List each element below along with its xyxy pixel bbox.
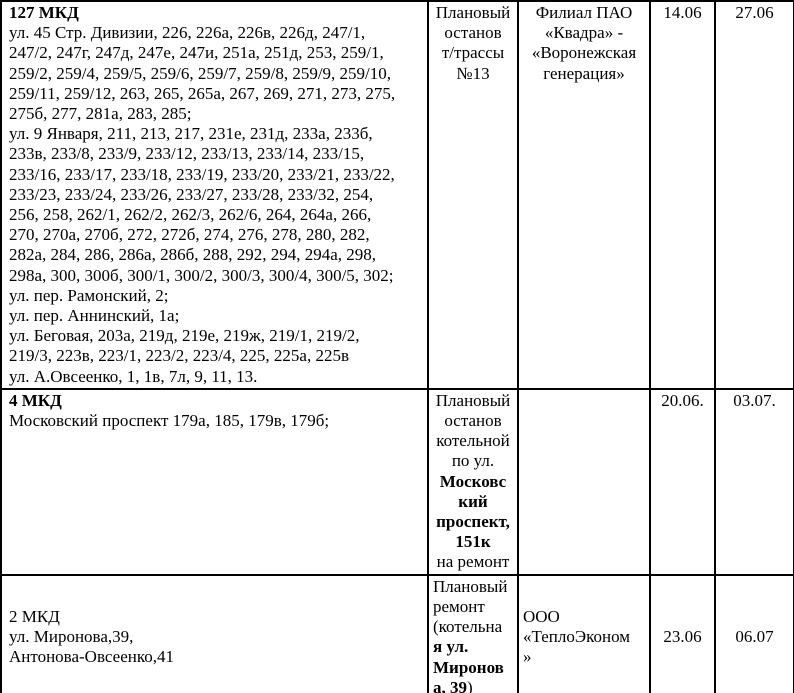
text-line: ул. 45 Стр. Дивизии, 226, 226а, 226в, 22… — [9, 23, 366, 43]
text-line: 233/23, 233/24, 233/26, 233/27, 233/28, … — [9, 184, 374, 204]
text-line: 4 МКД — [9, 390, 62, 410]
text-line: я ул. — [433, 637, 469, 657]
text-line: Московский проспект 179а, 185, 179в, 179… — [9, 411, 330, 431]
text-line: Филиал ПАО — [535, 3, 633, 22]
table-row-4-mkd: 4 МКД Московский проспект 179а, 185, 179в… — [0, 387, 794, 576]
text-line: ул. Беговая, 203а, 219д, 219е, 219ж, 219… — [9, 326, 360, 346]
text-line: 219/3, 223в, 223/1, 223/2, 223/4, 225, 2… — [9, 346, 349, 366]
text-line: 259/2, 259/4, 259/5, 259/6, 259/7, 259/8… — [9, 63, 392, 83]
text-line: ООО — [523, 606, 560, 626]
text-line: ул. Миронова,39, — [9, 627, 134, 647]
company-cell — [517, 387, 651, 576]
outage-type-cell: Плановый останов котельной по ул. Московс кий… — [427, 387, 519, 576]
text-line: » — [523, 647, 532, 667]
start-date-cell: 20.06. — [649, 387, 716, 576]
text-line: генерация» — [543, 63, 625, 83]
start-date-cell: 14.06 — [649, 0, 716, 390]
text-line: «Воронежская — [531, 43, 637, 63]
text-line: Плановый — [433, 576, 508, 596]
end-date-cell: 03.07. — [714, 387, 794, 576]
text-line: 151к — [455, 532, 491, 552]
addresses-cell: 4 МКД Московский проспект 179а, 185, 179в… — [0, 387, 429, 576]
text-line: ул. 9 Января, 211, 213, 217, 231е, 231д,… — [9, 124, 373, 144]
text-line: ул. А.Овсеенко, 1, 1в, 7л, 9, 11, 13. — [9, 366, 258, 386]
text-line: по ул. — [451, 451, 495, 471]
text-line: кий — [458, 491, 488, 511]
text-line: №13 — [456, 63, 490, 83]
outage-type-cell: Плановый ремонт (котельна я ул. Миронов а, 39… — [427, 573, 519, 693]
text-line: 270, 270а, 270б, 272, 272б, 274, 276, 27… — [9, 225, 370, 245]
text-line: (котельна — [433, 617, 503, 637]
text-line: 2 МКД — [9, 606, 60, 626]
text-line: Антонова-Овсеенко,41 — [9, 647, 174, 667]
text-line: 233в, 233/8, 233/9, 233/12, 233/13, 233/… — [9, 144, 365, 164]
text-line: останов — [444, 411, 502, 431]
text-line: ул. пер. Рамонский, 2; — [9, 285, 169, 305]
text-line: 233/16, 233/17, 233/18, 233/19, 233/20, … — [9, 164, 395, 184]
text-line: 256, 258, 262/1, 262/2, 262/3, 262/6, 26… — [9, 205, 372, 225]
company-cell: Филиал ПАО «Квадра» - «Воронежская генераци… — [517, 0, 651, 390]
text-line: 275б, 277, 281а, 283, 285; — [9, 104, 192, 124]
addresses-cell: 2 МКД ул. Миронова,39, Антонова-Овсеенко,4… — [0, 573, 429, 693]
text-line: «Квадра» - — [544, 23, 624, 43]
text-line: 127 МКД — [9, 3, 79, 22]
text-line: Плановый — [435, 390, 511, 410]
text-line: 298а, 300, 300б, 300/1, 300/2, 300/3, 30… — [9, 265, 394, 285]
text-line: т/трассы — [441, 43, 505, 63]
text-line: ремонт — [433, 596, 485, 616]
text-line: Миронов — [433, 657, 504, 677]
text-line: 259/11, 259/12, 263, 265, 265а, 267, 269… — [9, 83, 396, 103]
text-line: 247/2, 247г, 247д, 247е, 247и, 251а, 251… — [9, 43, 384, 63]
text-line: Московс — [439, 471, 507, 491]
text-line: проспект, — [436, 512, 510, 532]
table-row-2-mkd: 2 МКД ул. Миронова,39, Антонова-Овсеенко,4… — [0, 573, 794, 693]
text-line: а, 39) — [433, 677, 473, 693]
table-row-127-mkd: 127 МКД ул. 45 Стр. Дивизии, 226, 226а, 2… — [0, 0, 794, 390]
outage-type-cell: Плановый останов т/трассы №13 — [427, 0, 519, 390]
text-line: ул. пер. Аннинский, 1а; — [9, 306, 180, 326]
text-line: Плановый — [435, 3, 511, 22]
text-line: котельной — [436, 431, 510, 451]
company-cell: ООО «ТеплоЭконом» — [517, 573, 651, 693]
text-line: 282а, 284, 286, 286а, 286б, 288, 292, 29… — [9, 245, 377, 265]
text-line: останов — [444, 23, 502, 43]
addresses-cell: 127 МКД ул. 45 Стр. Дивизии, 226, 226а, 2… — [0, 0, 429, 390]
start-date-cell: 23.06 — [649, 573, 716, 693]
text-line: «ТеплоЭконом — [523, 627, 631, 647]
text-line: на ремонт — [436, 552, 510, 572]
end-date-cell: 06.07 — [714, 573, 794, 693]
end-date-cell: 27.06 — [714, 0, 794, 390]
